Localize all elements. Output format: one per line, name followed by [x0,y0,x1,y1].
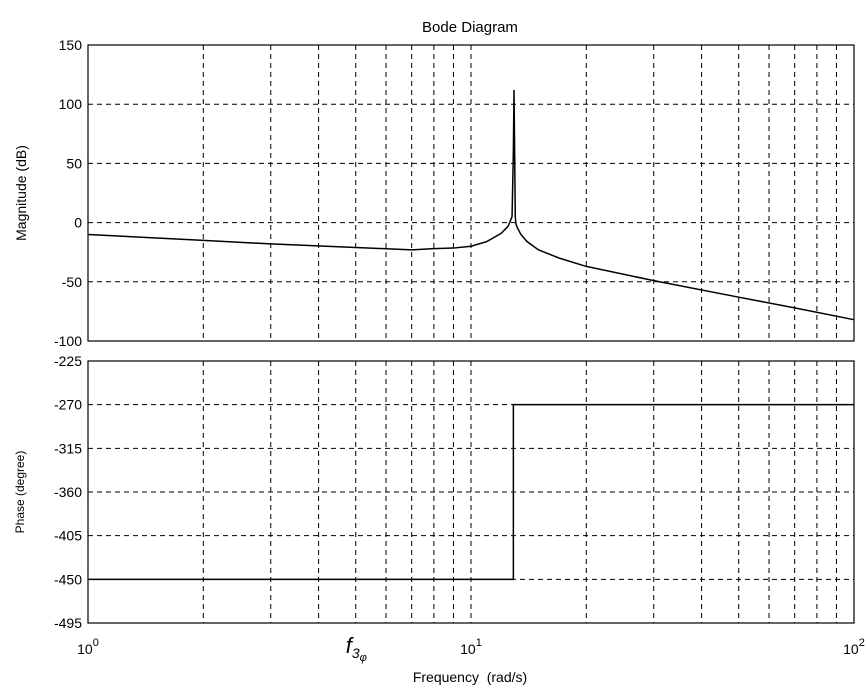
y-tick-label: 100 [59,96,83,112]
y-tick-label: -225 [54,353,82,369]
magnitude-y-axis-label: Magnitude (dB) [13,145,29,241]
frequency-x-ticks: 100 101 102 [77,637,865,657]
phase-y-ticks: -225 -270 -315 -360 -405 -450 -495 [54,353,82,631]
magnitude-plot: 150 100 50 0 -50 -100 Magnitude (dB) [13,37,855,349]
magnitude-plot-frame [87,44,855,342]
x-tick-label: 102 [843,637,865,657]
annotation-label: f3φ [346,633,367,664]
y-tick-label: -405 [54,528,82,544]
x-tick-label: 101 [460,637,482,657]
y-tick-label: 0 [74,215,82,231]
magnitude-series-line [87,89,855,321]
f3phi-annotation: f3φ [346,633,367,664]
x-tick-label: 100 [77,637,99,657]
x-axis-label: Frequency (rad/s) [413,669,527,685]
y-tick-label: -360 [54,484,82,500]
phase-grid [88,361,854,623]
y-tick-label: -100 [54,333,82,349]
magnitude-y-ticks: 150 100 50 0 -50 -100 [54,37,82,349]
phase-plot: -225 -270 -315 -360 -405 -450 -495 Phase (degr… [13,353,865,685]
y-tick-label: -450 [54,571,82,587]
phase-y-axis-label: Phase (degree) [13,451,27,534]
y-tick-label: -50 [62,274,82,290]
chart-title: Bode Diagram [422,19,518,36]
phase-plot-frame [87,360,855,624]
y-tick-label: -315 [54,440,82,456]
y-tick-label: -270 [54,397,82,413]
y-tick-label: 50 [66,155,82,171]
y-tick-label: 150 [59,37,83,53]
phase-series-line [88,403,854,581]
magnitude-grid [88,45,854,341]
y-tick-label: -495 [54,615,82,631]
